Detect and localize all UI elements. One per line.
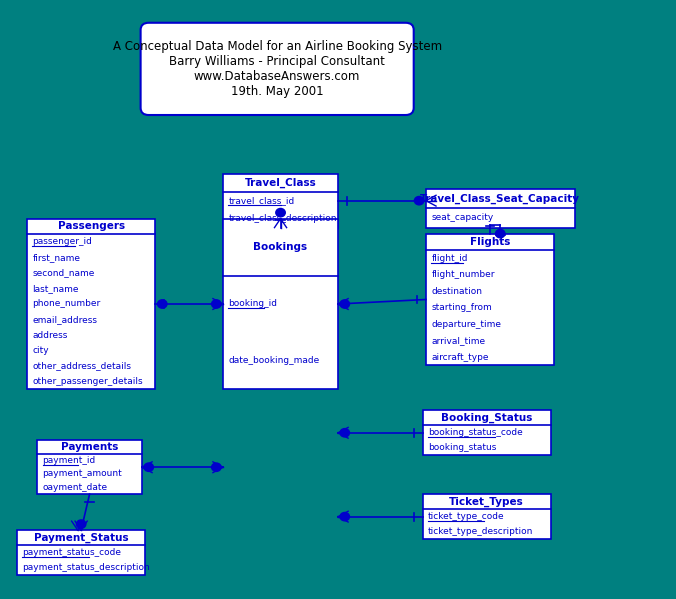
Text: passenger_id: passenger_id [32,237,93,246]
Text: email_address: email_address [32,315,97,324]
Text: payment_status_code: payment_status_code [22,548,121,557]
Text: booking_id: booking_id [228,300,277,308]
Text: booking_status_code: booking_status_code [428,428,523,437]
Text: seat_capacity: seat_capacity [431,213,493,222]
Text: payment_id: payment_id [43,456,96,465]
Text: Travel_Class_Seat_Capacity: Travel_Class_Seat_Capacity [420,193,580,204]
Text: payment_status_description: payment_status_description [22,563,150,572]
Text: travel_class_id: travel_class_id [228,196,295,205]
Text: Payment_Status: Payment_Status [34,533,128,543]
FancyBboxPatch shape [426,234,554,365]
Text: oayment_date: oayment_date [43,483,107,492]
FancyBboxPatch shape [223,174,338,228]
Text: destination: destination [431,287,482,296]
Text: ticket_type_description: ticket_type_description [428,527,533,536]
Text: flight_number: flight_number [431,270,495,279]
Text: phone_number: phone_number [32,300,101,308]
Text: address: address [32,331,68,340]
Text: date_booking_made: date_booking_made [228,356,320,365]
Text: other_passenger_details: other_passenger_details [32,377,143,386]
Circle shape [276,208,285,217]
Circle shape [144,463,153,471]
Text: city: city [32,346,49,355]
Text: arrival_time: arrival_time [431,336,485,345]
FancyBboxPatch shape [223,219,338,389]
Text: A Conceptual Data Model for an Airline Booking System
Barry Williams - Principal: A Conceptual Data Model for an Airline B… [113,40,441,98]
FancyBboxPatch shape [37,440,142,494]
FancyBboxPatch shape [422,410,551,455]
Text: flight_id: flight_id [431,254,468,263]
FancyBboxPatch shape [141,23,414,115]
FancyBboxPatch shape [422,494,551,539]
Text: Flights: Flights [470,237,510,247]
Text: ticket_type_code: ticket_type_code [428,512,504,521]
Text: travel_class_description: travel_class_description [228,214,337,223]
Text: Booking_Status: Booking_Status [441,413,533,423]
Text: payment_amount: payment_amount [43,470,122,479]
FancyBboxPatch shape [27,219,155,389]
Text: departure_time: departure_time [431,320,502,329]
Text: booking_status: booking_status [428,443,496,452]
Circle shape [76,520,86,528]
Text: second_name: second_name [32,268,95,277]
Circle shape [340,512,349,521]
Text: Ticket_Types: Ticket_Types [450,497,524,507]
Circle shape [340,300,349,308]
Text: starting_from: starting_from [431,303,492,312]
Text: other_address_details: other_address_details [32,362,131,371]
Text: last_name: last_name [32,284,79,293]
Text: Passengers: Passengers [57,222,125,231]
Text: first_name: first_name [32,253,80,262]
Text: aircraft_type: aircraft_type [431,353,489,362]
Circle shape [158,300,167,308]
Circle shape [496,229,505,238]
FancyBboxPatch shape [17,530,145,575]
FancyBboxPatch shape [426,189,575,228]
Circle shape [414,196,424,205]
Circle shape [212,300,221,308]
Text: Payments: Payments [61,442,118,452]
Text: Bookings: Bookings [254,242,308,252]
Text: Travel_Class: Travel_Class [245,177,316,188]
Circle shape [340,429,349,437]
Circle shape [212,463,221,471]
